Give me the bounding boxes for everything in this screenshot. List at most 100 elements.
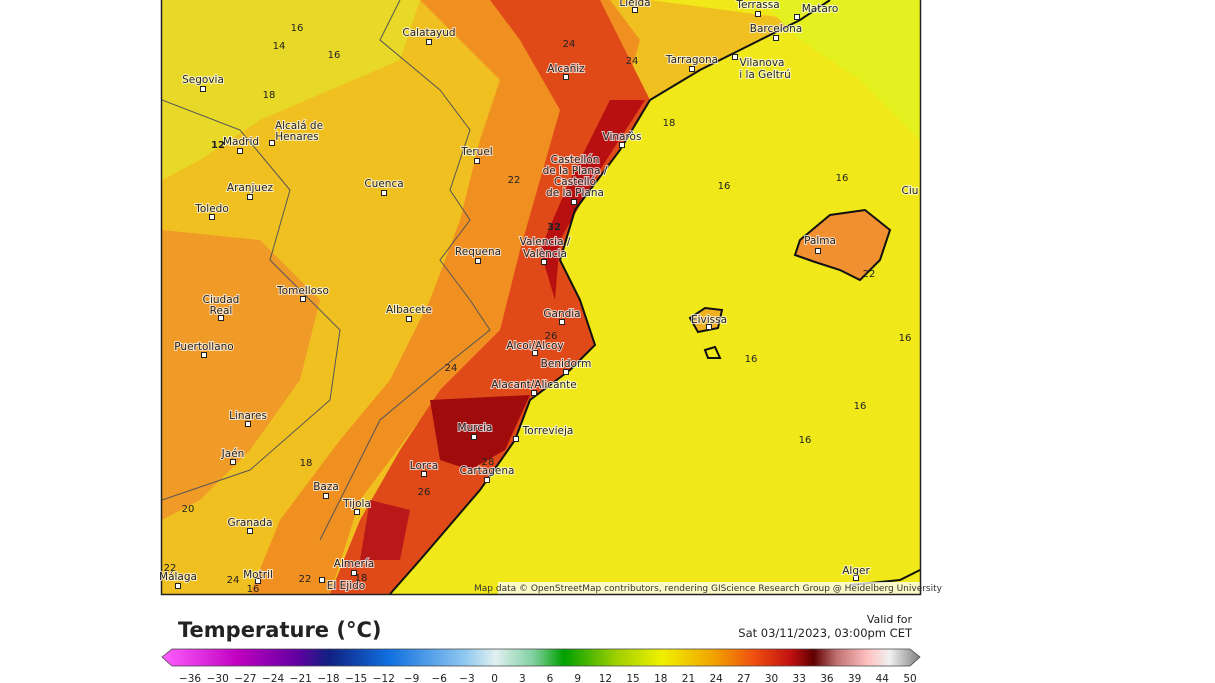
city-label: Vilanova — [740, 57, 785, 69]
city-label: Valencia / — [520, 236, 571, 248]
colorbar-tick-label: −15 — [345, 673, 367, 683]
contour-label: 16 — [247, 584, 260, 595]
city-label: Real — [210, 305, 233, 317]
city-label: Tomelloso — [276, 285, 329, 297]
colorbar-tick-label: −36 — [179, 673, 201, 683]
city-label: Alcoi/Alcoy — [506, 340, 563, 352]
colorbar-tick-label: 24 — [709, 673, 723, 683]
contour-label: 16 — [745, 354, 758, 365]
city-label: Aranjuez — [227, 182, 274, 194]
city-label: Motril — [243, 569, 273, 581]
colorbar-tick-label: 39 — [848, 673, 861, 683]
city-label: Tijola — [342, 498, 371, 510]
contour-label: 28 — [482, 457, 495, 468]
city-marker — [230, 459, 236, 465]
colorbar-tick-label: 33 — [793, 673, 806, 683]
city-label: Almería — [334, 558, 374, 570]
city-label: Palma — [804, 235, 836, 247]
city-marker — [319, 577, 325, 583]
city-marker — [255, 578, 261, 584]
city-marker — [532, 350, 538, 356]
city-marker — [563, 74, 569, 80]
colorbar-tick-label: −21 — [290, 673, 312, 683]
city-label: Eivissa — [691, 314, 727, 326]
contour-label: 18 — [300, 458, 313, 469]
contour-label: 24 — [445, 363, 458, 374]
contour-label: 18 — [355, 573, 368, 584]
city-marker — [773, 35, 779, 41]
city-marker — [563, 369, 569, 375]
city-label: Ciudad — [203, 294, 240, 306]
city-label: de la Plana — [546, 187, 604, 199]
attribution: Map data © OpenStreetMap contributors, r… — [474, 584, 943, 594]
city-label: Vinaròs — [603, 131, 642, 143]
city-label: i la Geltrú — [739, 69, 791, 81]
contour-label: 24 — [626, 56, 639, 67]
contour-label: 26 — [418, 487, 431, 498]
city-label: Segovia — [182, 74, 224, 86]
city-label: Alcañiz — [547, 63, 585, 75]
city-marker — [484, 477, 490, 483]
colorbar-tick-label: 27 — [737, 673, 750, 683]
contour-label: 22 — [164, 563, 177, 574]
city-marker — [426, 39, 432, 45]
city-marker — [201, 352, 207, 358]
colorbar-tick-label: −30 — [207, 673, 229, 683]
city-marker — [619, 142, 625, 148]
contour-label: 22 — [863, 269, 876, 280]
colorbar-tick-label: 50 — [903, 673, 916, 683]
city-label: Castellón — [551, 154, 600, 166]
contour-label: 16 — [854, 401, 867, 412]
colorbar-tick-label: 6 — [547, 673, 554, 683]
colorbar-tick-label: 18 — [654, 673, 667, 683]
city-label: Mataro — [802, 3, 839, 15]
city-label: Cuenca — [364, 178, 403, 190]
contour-label: 22 — [299, 574, 312, 585]
colorbar-tick-label: 12 — [599, 673, 612, 683]
city-label: Murcia — [458, 422, 493, 434]
colorbar-tick-label: 30 — [765, 673, 778, 683]
city-marker — [351, 570, 357, 576]
city-marker — [732, 54, 738, 60]
contour-label: 32 — [547, 222, 561, 233]
city-marker — [632, 7, 638, 13]
contour-label: 12 — [211, 140, 225, 151]
city-marker — [247, 194, 253, 200]
city-label: Albacete — [386, 304, 432, 316]
city-label: Linares — [229, 410, 267, 422]
city-label: Gandia — [543, 308, 580, 320]
city-label: Torrevieja — [522, 425, 574, 437]
city-label: Lleida — [619, 0, 650, 9]
colorbar-tick-label: 21 — [682, 673, 695, 683]
city-label: Benidorm — [541, 358, 592, 370]
contour-label: 20 — [182, 504, 195, 515]
colorbar-tick-label: 3 — [519, 673, 526, 683]
legend-title: Temperature (°C) — [178, 618, 381, 642]
city-label: Cartagena — [460, 465, 515, 477]
city-marker — [406, 316, 412, 322]
colorbar-tick-label: 9 — [574, 673, 581, 683]
valid-time: Sat 03/11/2023, 03:00pm CET — [738, 626, 913, 640]
city-marker — [200, 86, 206, 92]
colorbar-tick-label: 36 — [820, 673, 834, 683]
city-label: Teruel — [460, 146, 492, 158]
colorbar — [161, 648, 921, 667]
contour-label: 16 — [836, 173, 849, 184]
city-marker — [853, 575, 859, 581]
city-label: Lorca — [410, 460, 438, 472]
contour-label: 26 — [545, 331, 558, 342]
city-marker — [474, 158, 480, 164]
city-marker — [531, 390, 537, 396]
city-label: El Ejido — [327, 580, 365, 592]
contour-label: 24 — [563, 39, 576, 50]
contour-label: 14 — [273, 41, 286, 52]
colorbar-tick-label: −18 — [317, 673, 339, 683]
contour-label: 18 — [263, 90, 276, 101]
colorbar-tick-label: 15 — [626, 673, 639, 683]
city-label: Puertollano — [174, 341, 233, 353]
colorbar-tick-label: −9 — [404, 673, 419, 683]
contour-label: 16 — [291, 23, 304, 34]
city-marker — [209, 214, 215, 220]
city-marker — [237, 148, 243, 154]
